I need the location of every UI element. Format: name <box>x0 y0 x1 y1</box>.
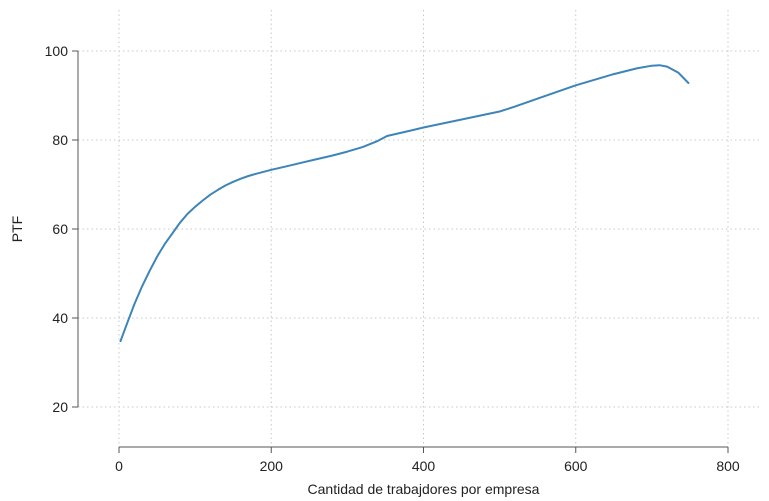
axes <box>77 51 728 448</box>
x-tick-label: 400 <box>412 458 436 474</box>
gridlines <box>78 10 760 447</box>
y-axis-title: PTF <box>9 216 25 242</box>
series-layer <box>119 64 690 343</box>
x-tick-label: 800 <box>716 458 740 474</box>
tick-marks <box>72 50 729 453</box>
series-line <box>119 64 690 343</box>
x-tick-label: 200 <box>260 458 284 474</box>
x-tick-label: 600 <box>564 458 588 474</box>
y-tick-label: 100 <box>45 43 69 59</box>
y-tick-label: 60 <box>52 221 68 237</box>
tick-labels: 0 200 400 600 800 20 40 60 80 100 <box>45 43 740 474</box>
x-tick-label: 0 <box>115 458 123 474</box>
y-tick-label: 80 <box>52 132 68 148</box>
y-tick-label: 40 <box>52 310 68 326</box>
y-tick-label: 20 <box>52 399 68 415</box>
x-axis-title: Cantidad de trabajdores por empresa <box>308 481 540 497</box>
